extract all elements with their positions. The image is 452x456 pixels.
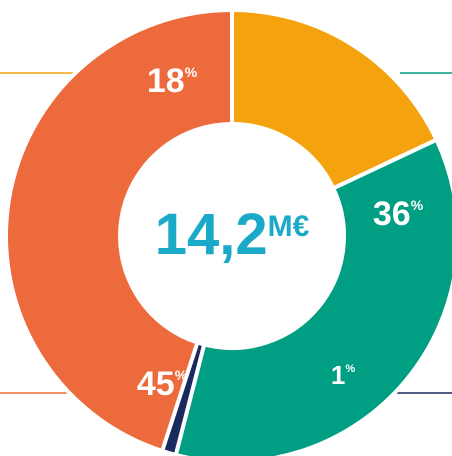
slice-label-36: 36% (373, 195, 424, 233)
slice-label-value: 45 (137, 365, 175, 403)
slice-label-percent: % (175, 367, 188, 383)
slice-label-value: 36 (373, 195, 411, 233)
center-unit: M€ (268, 210, 310, 243)
slice-label-1: 1% (331, 360, 355, 390)
slice-label-value: 1 (331, 360, 345, 390)
center-value: 14,2 (155, 202, 268, 267)
donut-slices (4, 8, 452, 456)
slice-label-percent: % (345, 363, 355, 375)
donut-slice-45 (4, 8, 234, 453)
center-total: 14,2M€ (155, 202, 310, 267)
donut-slice-18 (230, 8, 439, 191)
donut-labels: 18%36%1%45% (137, 62, 424, 403)
donut-slice-36 (173, 137, 452, 456)
slice-label-percent: % (185, 64, 198, 80)
slice-label-18: 18% (147, 62, 198, 100)
slice-label-value: 18 (147, 62, 185, 100)
slice-label-percent: % (411, 197, 424, 213)
slice-label-45: 45% (137, 365, 188, 403)
